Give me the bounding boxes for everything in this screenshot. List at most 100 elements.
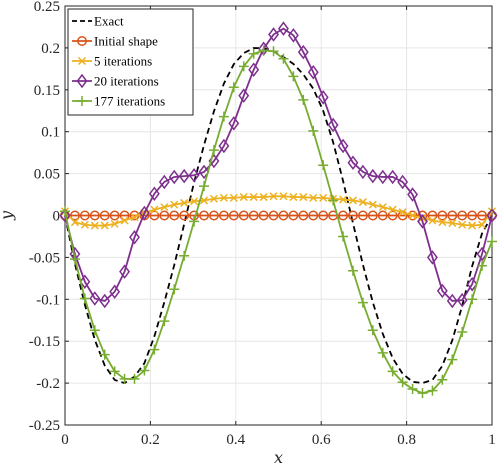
data-point	[377, 210, 388, 221]
data-point	[99, 293, 111, 309]
series-4	[60, 45, 497, 399]
data-point	[79, 210, 90, 221]
data-point	[228, 116, 240, 131]
data-point	[368, 200, 377, 209]
data-point	[397, 174, 409, 190]
data-point	[248, 48, 259, 59]
data-point	[208, 145, 219, 156]
data-point	[417, 388, 428, 399]
data-point	[288, 210, 299, 221]
legend-item: 177 iterations	[72, 94, 165, 109]
data-point	[457, 210, 468, 221]
data-point	[407, 187, 419, 202]
data-point	[149, 210, 160, 221]
data-point	[448, 219, 457, 228]
data-point	[259, 193, 268, 202]
y-tick-label: 0.2	[41, 41, 60, 57]
data-point	[198, 164, 210, 180]
data-point	[478, 220, 487, 229]
data-point	[387, 366, 398, 377]
data-point	[477, 210, 488, 221]
data-point	[447, 354, 458, 365]
legend-marker	[77, 56, 87, 66]
data-point	[268, 210, 279, 221]
data-point	[417, 214, 428, 229]
data-point	[179, 250, 190, 261]
data-point	[398, 208, 407, 217]
data-point	[289, 193, 298, 202]
y-tick-label: -0.2	[36, 376, 60, 392]
data-point	[258, 210, 269, 221]
data-point	[169, 210, 180, 221]
legend-label: Initial shape	[94, 34, 158, 49]
data-point	[397, 377, 408, 388]
data-point	[388, 205, 397, 214]
data-point	[79, 293, 90, 304]
data-point	[298, 94, 309, 105]
data-point	[278, 53, 289, 64]
legend-marker	[77, 36, 87, 46]
data-point	[138, 205, 150, 221]
data-point	[466, 276, 478, 292]
data-point	[308, 210, 319, 221]
legend-box	[67, 8, 194, 116]
y-tick-label: -0.15	[29, 334, 60, 350]
y-tick-label: -0.1	[36, 292, 60, 308]
data-point	[90, 221, 99, 230]
data-point	[377, 347, 388, 358]
x-tick-label: 0.6	[312, 432, 331, 448]
data-point	[159, 316, 170, 327]
legend: Exact Initial shape 5 iterations 20 iterati…	[67, 8, 194, 116]
axis-ticks: 0 0.2 0.4 0.6 0.8 1 -0.25 -0.2 -0.15 -0.1 -0.05 0 0.…	[29, 0, 496, 448]
data-point	[436, 283, 448, 299]
data-point	[238, 61, 249, 72]
data-point	[70, 218, 79, 227]
x-tick-label: 1	[488, 432, 496, 448]
data-point	[129, 373, 140, 384]
data-point	[200, 196, 209, 205]
data-point	[319, 193, 328, 202]
data-point	[218, 111, 229, 122]
data-point	[279, 192, 288, 201]
data-point	[69, 254, 80, 265]
data-point	[477, 260, 488, 271]
x-tick-label: 0.2	[141, 432, 160, 448]
data-point	[190, 197, 199, 206]
series-layer	[59, 21, 498, 399]
data-point	[367, 210, 378, 221]
data-point	[486, 208, 498, 223]
legend-label: 20 iterations	[94, 74, 159, 89]
data-point	[269, 192, 278, 201]
data-point	[437, 374, 448, 385]
data-point	[299, 193, 308, 202]
data-point	[179, 210, 190, 221]
data-point	[278, 210, 289, 221]
legend-label: Exact	[94, 14, 124, 29]
data-point	[318, 160, 329, 171]
data-point	[318, 210, 329, 221]
data-point	[160, 203, 169, 212]
data-point	[109, 366, 120, 377]
data-point	[239, 193, 248, 202]
data-point	[357, 164, 369, 180]
data-point	[446, 293, 458, 309]
grid	[64, 5, 493, 426]
data-point	[457, 326, 468, 337]
data-point	[149, 344, 160, 355]
data-point	[158, 174, 170, 190]
data-point	[317, 90, 329, 105]
data-point	[238, 88, 250, 103]
data-point	[228, 82, 239, 93]
data-point	[328, 195, 339, 206]
data-point	[148, 186, 160, 201]
data-point	[309, 193, 318, 202]
data-point	[458, 220, 467, 229]
data-point	[339, 195, 348, 204]
data-point	[268, 27, 279, 42]
data-point	[150, 205, 159, 214]
y-tick-label: 0.25	[34, 0, 60, 15]
data-point	[248, 62, 260, 77]
data-point	[119, 373, 130, 384]
data-point	[347, 265, 358, 276]
data-point	[407, 383, 418, 394]
